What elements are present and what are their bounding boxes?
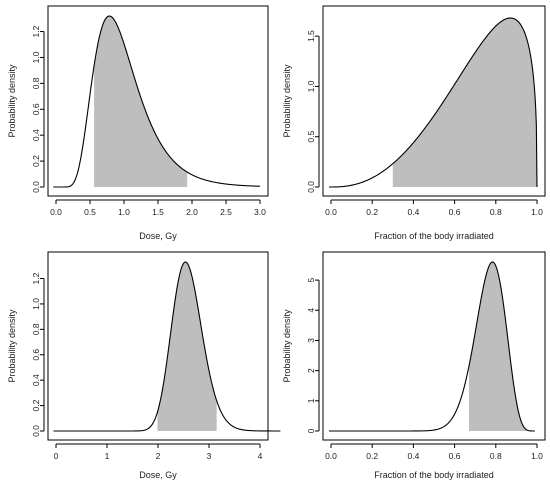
- x-tick-label: 0.0: [325, 451, 337, 461]
- y-tick-label: 0.0: [31, 181, 41, 193]
- x-axis-label: Fraction of the body irradiated: [374, 470, 494, 480]
- x-tick-label: 2.0: [186, 207, 198, 217]
- y-axis-label: Probability density: [7, 309, 17, 383]
- dose-density-panel-top-left: 0.0 0.5 1.0 1.5 2.0 2.5 3.0 Dose, Gy 0.0 0.2 0.4 0.…: [7, 5, 269, 241]
- y-tick-label: 0.2: [31, 155, 41, 167]
- plot-frame: [47, 5, 269, 197]
- y-axis-label: Probability density: [7, 64, 17, 138]
- y-tick-label: 0.6: [31, 103, 41, 115]
- density-curve: [53, 261, 281, 432]
- plot-frame: [322, 5, 546, 197]
- y-tick-label: 1.2: [31, 272, 41, 284]
- x-tick-label: 0: [54, 451, 59, 461]
- x-tick-label: 0.8: [490, 451, 502, 461]
- y-tick-label: 1.2: [31, 25, 41, 37]
- fraction-density-panel-bottom-right: 0.0 0.2 0.4 0.6 0.8 1.0 Fraction of the body i…: [282, 251, 546, 480]
- density-curve: [328, 17, 538, 188]
- y-tick-label: 0.0: [306, 181, 316, 193]
- dose-density-panel-bottom-left: 0 1 2 3 4 Dose, Gy 0.0 0.2 0.4 0.6 0.8 1.0 1.2 Probab…: [7, 251, 281, 480]
- y-tick-label: 1.0: [306, 80, 316, 92]
- shaded-interval: [94, 16, 188, 188]
- x-tick-label: 1.0: [531, 451, 543, 461]
- x-tick-label: 1.0: [531, 207, 543, 217]
- y-tick-label: 0.4: [31, 374, 41, 386]
- y-tick-label: 0.2: [31, 399, 41, 411]
- x-tick-label: 0.8: [490, 207, 502, 217]
- y-tick-label: 1: [306, 398, 316, 403]
- x-tick-label: 0.2: [366, 451, 378, 461]
- y-tick-label: 0.4: [31, 129, 41, 141]
- y-tick-label: 0.8: [31, 77, 41, 89]
- y-tick-label: 0.8: [31, 323, 41, 335]
- x-tick-label: 1.0: [118, 207, 130, 217]
- y-tick-label: 0.0: [31, 425, 41, 437]
- x-tick-label: 0.4: [407, 207, 419, 217]
- y-tick-label: 0.5: [306, 131, 316, 143]
- y-tick-label: 1.0: [31, 298, 41, 310]
- x-tick-label: 3.0: [254, 207, 266, 217]
- x-tick-label: 0.5: [84, 207, 96, 217]
- x-axis-label: Dose, Gy: [139, 231, 177, 241]
- x-tick-label: 3: [207, 451, 212, 461]
- y-tick-label: 2: [306, 368, 316, 373]
- x-tick-label: 2.5: [220, 207, 232, 217]
- x-tick-label: 0.0: [325, 207, 337, 217]
- x-axis-label: Fraction of the body irradiated: [374, 231, 494, 241]
- y-tick-label: 1.0: [31, 51, 41, 63]
- x-tick-label: 0.4: [407, 451, 419, 461]
- y-tick-label: 0.6: [31, 349, 41, 361]
- density-curve: [53, 15, 261, 188]
- x-tick-label: 2: [156, 451, 161, 461]
- y-tick-label: 0: [306, 428, 316, 433]
- plot-frame: [322, 251, 546, 441]
- x-axis-label: Dose, Gy: [139, 470, 177, 480]
- shaded-interval: [469, 262, 527, 431]
- y-tick-label: 3: [306, 338, 316, 343]
- fraction-density-panel-top-right: 0.0 0.2 0.4 0.6 0.8 1.0 Fraction of the body i…: [282, 5, 546, 241]
- x-tick-label: 0.6: [449, 451, 461, 461]
- density-curve: [328, 261, 535, 432]
- plot-frame: [47, 251, 269, 441]
- y-tick-label: 1.5: [306, 30, 316, 42]
- y-axis-label: Probability density: [282, 64, 292, 138]
- x-tick-label: 0.6: [449, 207, 461, 217]
- x-tick-label: 1: [105, 451, 110, 461]
- y-axis-label: Probability density: [282, 309, 292, 383]
- x-tick-label: 4: [258, 451, 263, 461]
- shaded-interval: [392, 18, 537, 187]
- y-tick-label: 5: [306, 277, 316, 282]
- shaded-interval: [157, 262, 217, 431]
- x-tick-label: 0.0: [50, 207, 62, 217]
- x-tick-label: 0.2: [366, 207, 378, 217]
- y-tick-label: 4: [306, 308, 316, 313]
- x-tick-label: 1.5: [152, 207, 164, 217]
